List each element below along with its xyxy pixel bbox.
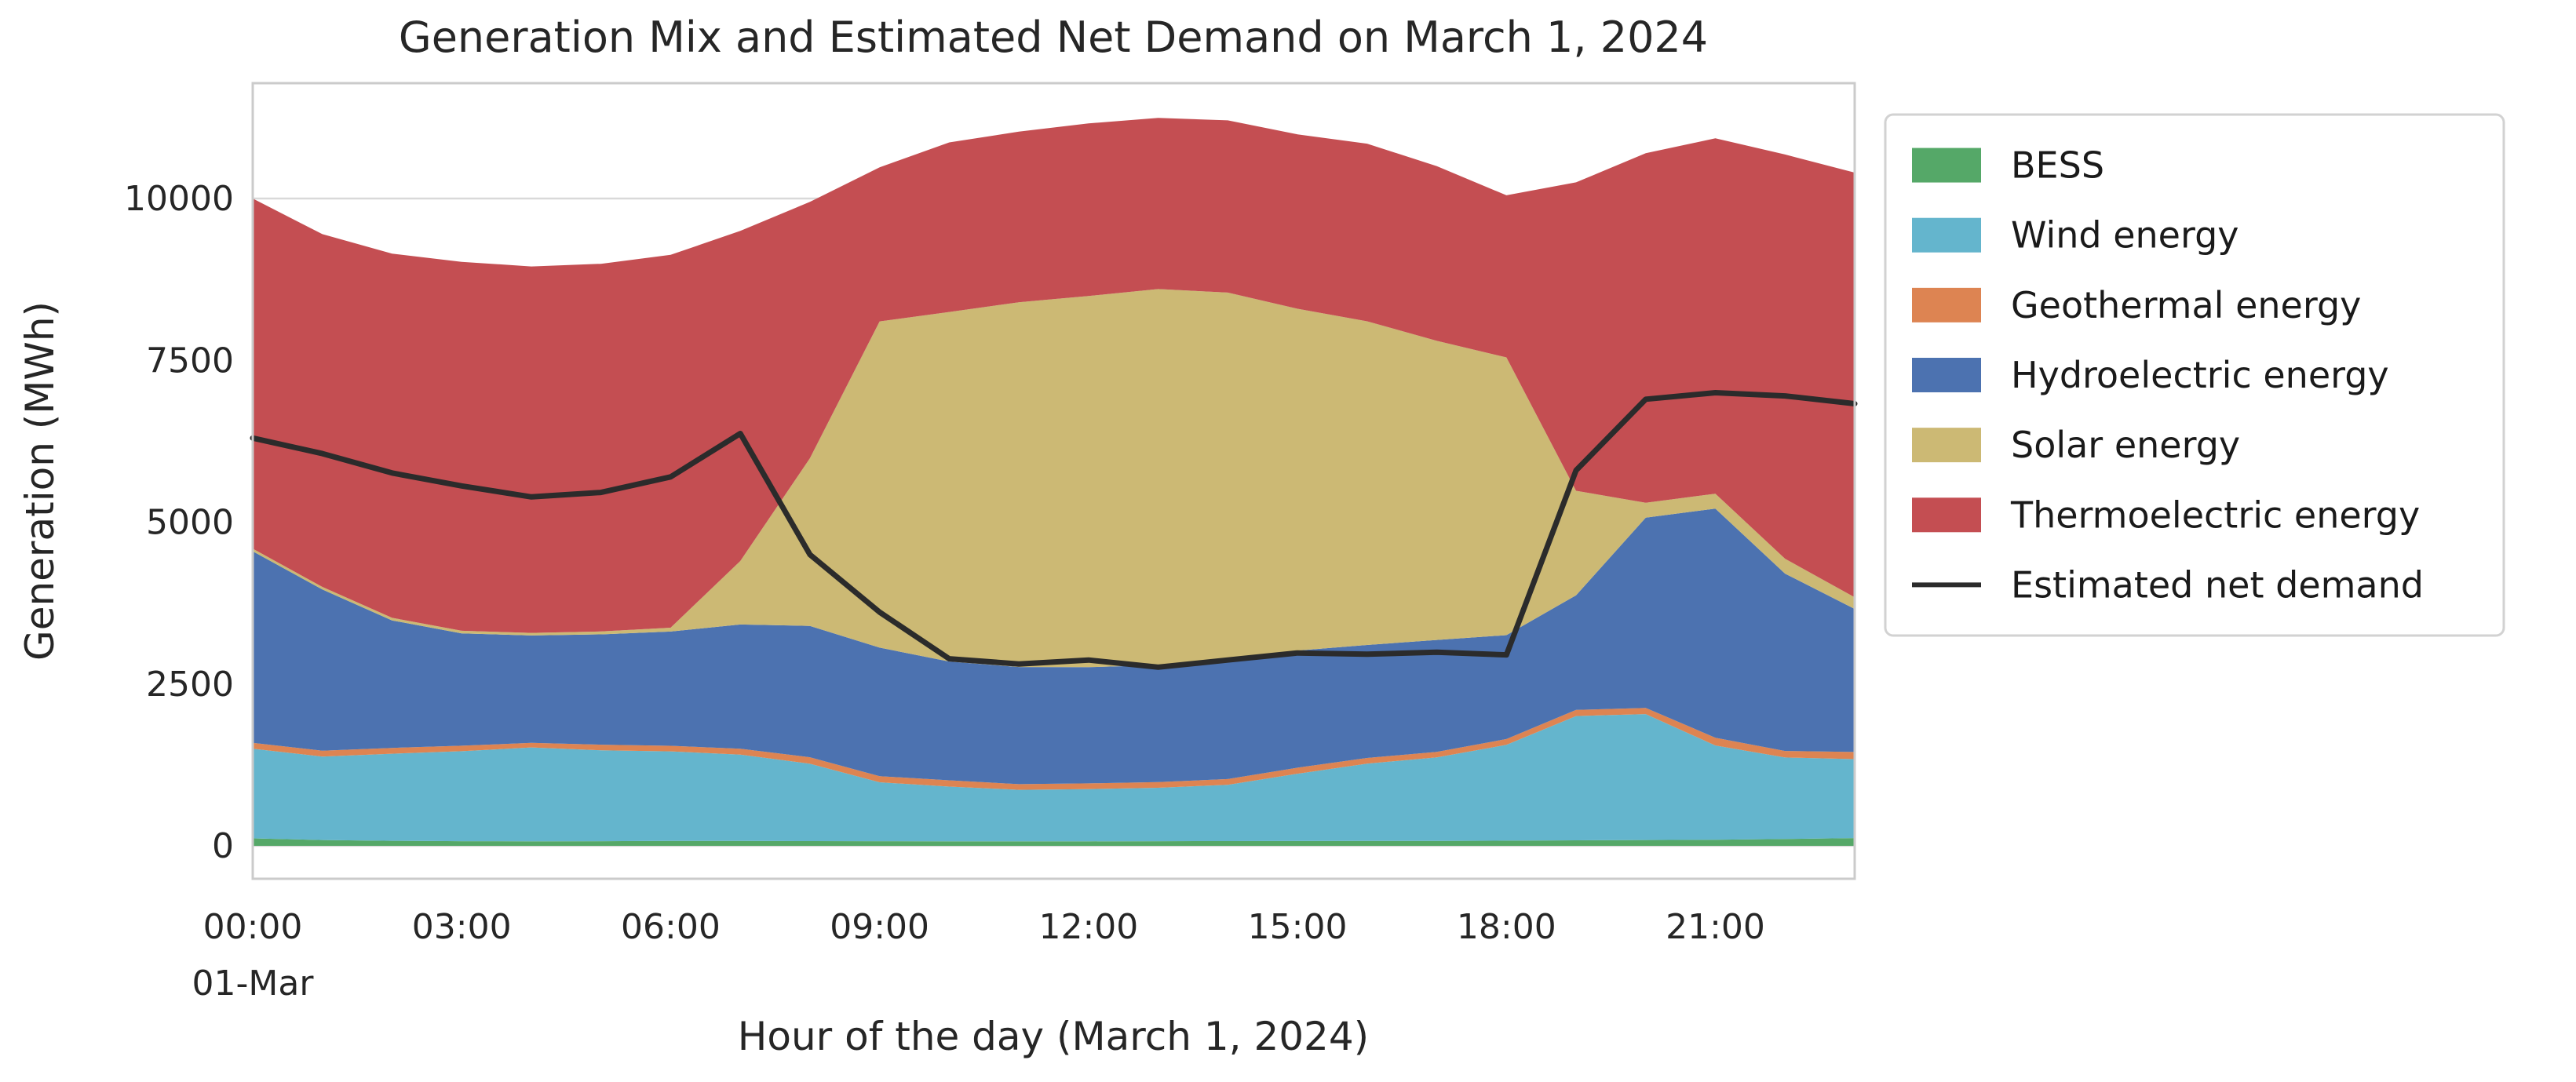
x-tick-1800: 18:00 [1457, 907, 1556, 947]
area-geothermal-energy [253, 708, 1855, 790]
x-axis-tick-labels: 00:00 01-Mar 03:00 06:00 09:00 12:00 15:00 18:0… [192, 907, 1765, 1004]
legend-item-label: Thermoelectric energy [2010, 494, 2420, 536]
legend-swatch-icon [1912, 358, 1981, 392]
legend-item: Solar energy [1912, 424, 2240, 466]
legend-item: Geothermal energy [1912, 284, 2361, 326]
legend-item: Wind energy [1912, 214, 2239, 257]
legend-item: Thermoelectric energy [1912, 494, 2420, 536]
x-tick-date-sublabel: 01-Mar [192, 964, 315, 1004]
legend-box [1884, 113, 2505, 637]
x-tick-0300: 03:00 [412, 907, 512, 947]
area-bess [253, 838, 1855, 846]
stacked-area-series [253, 118, 1855, 846]
area-thermoelectric-energy [253, 118, 1855, 633]
legend-item-label: BESS [2011, 144, 2104, 187]
legend-item-label: Estimated net demand [2011, 563, 2424, 606]
x-tick-0900: 09:00 [830, 907, 929, 947]
legend-swatch-icon [1912, 428, 1981, 463]
area-hydroelectric-energy [253, 508, 1855, 785]
x-axis-label: Hour of the day (March 1, 2024) [738, 1014, 1369, 1059]
legend-item-label: Solar energy [2011, 424, 2240, 466]
legend-item: Estimated net demand [1912, 563, 2424, 606]
x-tick-1500: 15:00 [1248, 907, 1348, 947]
chart-title: Generation Mix and Estimated Net Demand … [399, 13, 1708, 62]
x-tick-1200: 12:00 [1038, 907, 1138, 947]
y-tick-7500: 7500 [146, 341, 234, 381]
y-axis-tick-labels: 0 2500 5000 7500 10000 [124, 179, 234, 866]
y-tick-10000: 10000 [124, 179, 234, 219]
legend-item: BESS [1912, 144, 2104, 187]
legend-swatch-icon [1912, 497, 1981, 533]
y-axis-label: Generation (MWh) [17, 301, 63, 661]
area-solar-energy [253, 289, 1855, 668]
x-tick-2100: 21:00 [1666, 907, 1765, 947]
legend-item: Hydroelectric energy [1912, 354, 2389, 396]
y-tick-0: 0 [212, 826, 234, 866]
legend-item-label: Hydroelectric energy [2011, 354, 2389, 396]
x-tick-0000: 00:00 [203, 907, 303, 947]
net-demand-line [250, 390, 1858, 670]
legend-swatch-icon [1912, 217, 1981, 253]
y-tick-2500: 2500 [146, 665, 234, 705]
legend: BESS Wind energy Geothermal energy Hydroele… [1884, 113, 2505, 637]
x-tick-0600: 06:00 [621, 907, 721, 947]
legend-item-label: Wind energy [2011, 214, 2239, 257]
legend-swatch-icon [1912, 148, 1981, 183]
y-tick-5000: 5000 [146, 503, 234, 543]
legend-item-label: Geothermal energy [2011, 284, 2361, 326]
legend-swatch-icon [1912, 287, 1981, 322]
plot-border [251, 82, 1856, 880]
area-wind-energy [253, 714, 1855, 842]
